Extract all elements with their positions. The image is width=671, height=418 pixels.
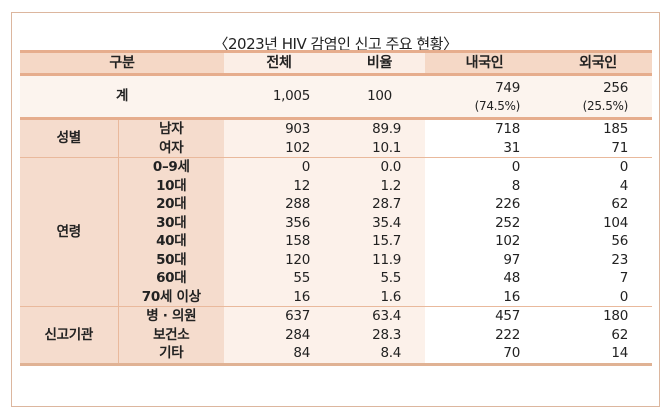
cell-total: 0 bbox=[224, 157, 335, 177]
cell-total: 102 bbox=[224, 138, 335, 158]
header-category: 구분 bbox=[20, 51, 225, 75]
cell-ratio: 8.4 bbox=[334, 344, 426, 364]
cell-domestic: 0 bbox=[425, 157, 545, 177]
cell-ratio: 1.2 bbox=[334, 176, 426, 195]
table-title: 〈2023년 HIV 감염인 신고 주요 현황〉 bbox=[213, 35, 458, 53]
total-row: 계 1,005 100 749 (74.5%) 256 (25.5%) bbox=[20, 74, 653, 119]
row-label: 70세 이상 bbox=[117, 287, 225, 307]
cell-ratio: 35.4 bbox=[334, 213, 426, 232]
cell-domestic: 457 bbox=[425, 306, 545, 326]
cell-total: 288 bbox=[224, 195, 335, 214]
cell-foreign: 0 bbox=[544, 157, 653, 177]
cell-foreign: 180 bbox=[544, 306, 653, 326]
table-row: 70세 이상 16 1.6 16 0 bbox=[20, 287, 653, 307]
header-domestic: 내국인 bbox=[425, 51, 545, 75]
header-ratio: 비율 bbox=[334, 51, 426, 75]
cell-foreign: 23 bbox=[544, 250, 653, 269]
cell-ratio: 1.6 bbox=[334, 287, 426, 307]
row-label: 10대 bbox=[117, 176, 225, 195]
table-row: 20대 288 28.7 226 62 bbox=[20, 195, 653, 214]
cell-ratio: 89.9 bbox=[334, 118, 426, 139]
total-foreign: 256 bbox=[603, 79, 629, 96]
table-row: 50대 120 11.9 97 23 bbox=[20, 250, 653, 269]
cell-domestic: 102 bbox=[425, 232, 545, 251]
table-row: 신고기관 병 · 의원 637 63.4 457 180 bbox=[20, 306, 653, 364]
cell-foreign: 104 bbox=[544, 213, 653, 232]
cell-total: 356 bbox=[224, 213, 335, 232]
cell-foreign: 71 bbox=[544, 138, 653, 158]
cell-domestic: 48 bbox=[425, 269, 545, 288]
cell-ratio: 11.9 bbox=[334, 250, 426, 269]
cell-foreign: 56 bbox=[544, 232, 653, 251]
cell-ratio: 10.1 bbox=[334, 138, 426, 158]
cell-ratio: 5.5 bbox=[334, 269, 426, 288]
cell-domestic: 226 bbox=[425, 195, 545, 214]
total-domestic-cell: 749 (74.5%) bbox=[425, 74, 545, 119]
cell-ratio: 28.7 bbox=[334, 195, 426, 214]
cell-domestic: 222 bbox=[425, 325, 545, 344]
table-row: 보건소 284 28.3 222 62 bbox=[20, 325, 653, 344]
total-domestic-pct: (74.5%) bbox=[474, 98, 521, 113]
table-row: 연령 0–9세 0 0.0 0 0 bbox=[20, 157, 653, 307]
cell-domestic: 31 bbox=[425, 138, 545, 158]
total-label: 계 bbox=[20, 74, 225, 119]
table-row: 기타 84 8.4 70 14 bbox=[20, 344, 653, 364]
group-label-agency: 신고기관 bbox=[20, 306, 118, 364]
cell-total: 55 bbox=[224, 269, 335, 288]
row-label: 보건소 bbox=[117, 325, 225, 344]
row-label: 50대 bbox=[117, 250, 225, 269]
row-label: 20대 bbox=[117, 195, 225, 214]
total-ratio: 100 bbox=[334, 74, 426, 119]
total-domestic: 749 bbox=[495, 79, 521, 96]
cell-total: 158 bbox=[224, 232, 335, 251]
total-count: 1,005 bbox=[224, 74, 335, 119]
row-label: 30대 bbox=[117, 213, 225, 232]
group-label-age: 연령 bbox=[20, 157, 118, 307]
table-row: 여자 102 10.1 31 71 bbox=[20, 138, 653, 158]
total-foreign-pct: (25.5%) bbox=[582, 98, 629, 113]
cell-foreign: 4 bbox=[544, 176, 653, 195]
table-row: 성별 남자 903 89.9 718 185 bbox=[20, 118, 653, 158]
cell-domestic: 16 bbox=[425, 287, 545, 307]
cell-total: 284 bbox=[224, 325, 335, 344]
cell-total: 120 bbox=[224, 250, 335, 269]
table-row: 10대 12 1.2 8 4 bbox=[20, 176, 653, 195]
row-label: 기타 bbox=[117, 344, 225, 364]
cell-foreign: 62 bbox=[544, 195, 653, 214]
cell-domestic: 70 bbox=[425, 344, 545, 364]
cell-total: 12 bbox=[224, 176, 335, 195]
cell-ratio: 0.0 bbox=[334, 157, 426, 177]
table-row: 30대 356 35.4 252 104 bbox=[20, 213, 653, 232]
cell-total: 84 bbox=[224, 344, 335, 364]
cell-total: 903 bbox=[224, 118, 335, 139]
hiv-report-table: 구분 전체 비율 내국인 외국인 계 1,005 100 749 (74.5%)… bbox=[20, 50, 653, 366]
row-label: 여자 bbox=[117, 138, 225, 158]
row-label: 40대 bbox=[117, 232, 225, 251]
row-label: 남자 bbox=[117, 118, 225, 139]
cell-total: 16 bbox=[224, 287, 335, 307]
cell-foreign: 185 bbox=[544, 118, 653, 139]
cell-domestic: 97 bbox=[425, 250, 545, 269]
cell-domestic: 252 bbox=[425, 213, 545, 232]
cell-ratio: 63.4 bbox=[334, 306, 426, 326]
cell-ratio: 15.7 bbox=[334, 232, 426, 251]
table-row: 60대 55 5.5 48 7 bbox=[20, 269, 653, 288]
cell-foreign: 14 bbox=[544, 344, 653, 364]
row-label: 60대 bbox=[117, 269, 225, 288]
header-row: 구분 전체 비율 내국인 외국인 bbox=[20, 51, 653, 75]
group-label-sex: 성별 bbox=[20, 118, 118, 158]
cell-foreign: 7 bbox=[544, 269, 653, 288]
cell-ratio: 28.3 bbox=[334, 325, 426, 344]
cell-foreign: 62 bbox=[544, 325, 653, 344]
header-foreign: 외국인 bbox=[544, 51, 653, 75]
total-foreign-cell: 256 (25.5%) bbox=[544, 74, 653, 119]
table-row: 40대 158 15.7 102 56 bbox=[20, 232, 653, 251]
row-label: 0–9세 bbox=[117, 157, 225, 177]
cell-domestic: 8 bbox=[425, 176, 545, 195]
cell-foreign: 0 bbox=[544, 287, 653, 307]
cell-total: 637 bbox=[224, 306, 335, 326]
header-total: 전체 bbox=[224, 51, 335, 75]
row-label: 병 · 의원 bbox=[117, 306, 225, 326]
cell-domestic: 718 bbox=[425, 118, 545, 139]
